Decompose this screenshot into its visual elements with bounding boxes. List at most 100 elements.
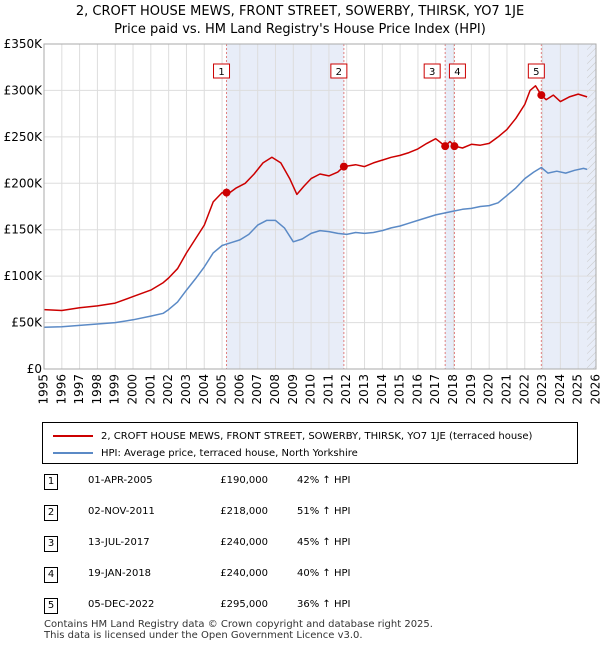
sale-label-box — [423, 63, 441, 79]
sale-price: £240,000 — [220, 537, 268, 548]
sale-label-box — [527, 63, 545, 79]
x-tick-label: 2000 — [126, 374, 140, 405]
property-price-line — [43, 85, 588, 312]
y-tick-label: £0 — [27, 362, 42, 376]
x-tick-label: 2018 — [446, 374, 460, 405]
x-tick-label: 1999 — [108, 374, 122, 405]
x-tick-label: 2006 — [232, 374, 246, 405]
x-tick-label: 2022 — [517, 374, 531, 405]
table-row: 2 02-NOV-2011 £218,000 51% ↑ HPI — [42, 505, 582, 521]
x-tick-label: 2026 — [589, 374, 600, 405]
sale-label: 2 — [336, 67, 342, 78]
x-tick-label: 2024 — [553, 374, 567, 405]
sale-price: £190,000 — [220, 475, 268, 486]
sale-period-shade — [541, 44, 596, 369]
x-tick-label: 2012 — [339, 374, 353, 405]
footer: Contains HM Land Registry data © Crown c… — [44, 619, 433, 641]
sale-label-box — [448, 63, 466, 79]
x-tick-label: 2003 — [179, 374, 193, 405]
x-tick-label: 2019 — [464, 374, 478, 405]
sale-period-shade — [226, 44, 344, 369]
x-tick-label: 2011 — [321, 374, 335, 405]
x-tick-label: 2002 — [161, 374, 175, 405]
sale-hpi-change: 36% ↑ HPI — [297, 599, 351, 610]
future-hatch — [587, 44, 596, 369]
x-tick-label: 2017 — [428, 374, 442, 405]
x-tick-label: 2008 — [268, 374, 282, 405]
y-tick-label: £300K — [4, 83, 44, 97]
chart-subtitle: Price paid vs. HM Land Registry's House … — [114, 22, 486, 37]
table-row: 3 13-JUL-2017 £240,000 45% ↑ HPI — [42, 536, 582, 552]
y-tick-label: £200K — [4, 176, 44, 190]
sale-date: 02-NOV-2011 — [88, 506, 155, 517]
sale-price: £295,000 — [220, 599, 268, 610]
x-tick-label: 2010 — [304, 374, 318, 405]
y-tick-label: £100K — [4, 269, 44, 283]
sale-price: £240,000 — [220, 568, 268, 579]
table-row: 1 01-APR-2005 £190,000 42% ↑ HPI — [42, 474, 582, 490]
y-tick-label: £150K — [4, 223, 44, 237]
x-tick-label: 2023 — [535, 374, 549, 405]
y-tick-label: £50K — [11, 316, 43, 330]
sale-number: 3 — [44, 536, 58, 552]
x-tick-label: 2015 — [393, 374, 407, 405]
sale-label-box — [330, 63, 348, 79]
x-tick-label: 1996 — [54, 374, 68, 405]
sale-date: 05-DEC-2022 — [88, 599, 155, 610]
legend-label-hpi: HPI: Average price, terraced house, Nort… — [101, 447, 358, 459]
x-tick-label: 2025 — [571, 374, 585, 405]
plot-frame — [43, 43, 597, 370]
sale-number: 2 — [44, 505, 58, 521]
x-tick-label: 2001 — [143, 374, 157, 405]
footer-licence: This data is licensed under the Open Gov… — [44, 630, 363, 641]
sale-point — [537, 91, 546, 100]
legend-item-property: 2, CROFT HOUSE MEWS, FRONT STREET, SOWER… — [53, 428, 532, 444]
legend-label-property: 2, CROFT HOUSE MEWS, FRONT STREET, SOWER… — [101, 430, 533, 442]
sale-label-box — [213, 63, 231, 79]
x-tick-label: 2016 — [410, 374, 424, 405]
x-tick-label: 1995 — [37, 374, 51, 405]
x-tick-label: 2020 — [482, 374, 496, 405]
sale-label: 5 — [533, 67, 539, 78]
legend-swatch-hpi — [53, 452, 93, 454]
x-tick-label: 2007 — [250, 374, 264, 405]
sale-hpi-change: 51% ↑ HPI — [297, 506, 351, 517]
legend: 2, CROFT HOUSE MEWS, FRONT STREET, SOWER… — [42, 422, 578, 464]
x-tick-label: 2009 — [286, 374, 300, 405]
footer-copyright: Contains HM Land Registry data © Crown c… — [44, 619, 433, 630]
sale-label: 1 — [218, 67, 224, 78]
sale-point — [339, 162, 348, 171]
y-tick-label: £250K — [4, 130, 44, 144]
sale-label: 4 — [454, 67, 460, 78]
sale-date: 19-JAN-2018 — [88, 568, 152, 579]
price-chart: 1 2 3 4 5 £0 £50K £100K £150K £200K £250K £300K £350… — [4, 37, 600, 405]
table-row: 4 19-JAN-2018 £240,000 40% ↑ HPI — [42, 567, 582, 583]
sale-point — [222, 188, 231, 197]
x-tick-label: 1998 — [90, 374, 104, 405]
sale-date: 13-JUL-2017 — [88, 537, 150, 548]
sale-date: 01-APR-2005 — [88, 475, 153, 486]
x-tick-label: 2014 — [375, 374, 389, 405]
sale-label: 3 — [429, 67, 435, 78]
x-tick-label: 2005 — [215, 374, 229, 405]
sale-number: 4 — [44, 567, 58, 583]
sale-hpi-change: 40% ↑ HPI — [297, 568, 351, 579]
sale-point — [450, 142, 459, 151]
legend-item-hpi: HPI: Average price, terraced house, Nort… — [53, 445, 358, 461]
sale-hpi-change: 42% ↑ HPI — [297, 475, 351, 486]
x-tick-label: 1997 — [72, 374, 86, 405]
sale-point — [441, 142, 450, 151]
legend-swatch-property — [53, 435, 93, 437]
sale-number: 5 — [44, 598, 58, 614]
sale-period-shade — [445, 44, 455, 369]
chart-title: 2, CROFT HOUSE MEWS, FRONT STREET, SOWER… — [75, 4, 525, 19]
table-row: 5 05-DEC-2022 £295,000 36% ↑ HPI — [42, 598, 582, 614]
sale-price: £218,000 — [220, 506, 268, 517]
sale-number: 1 — [44, 474, 58, 490]
x-tick-label: 2004 — [197, 374, 211, 405]
hpi-line — [43, 166, 588, 328]
x-tick-label: 2013 — [357, 374, 371, 405]
x-tick-label: 2021 — [499, 374, 513, 405]
y-tick-label: £350K — [4, 37, 44, 51]
sale-hpi-change: 45% ↑ HPI — [297, 537, 351, 548]
